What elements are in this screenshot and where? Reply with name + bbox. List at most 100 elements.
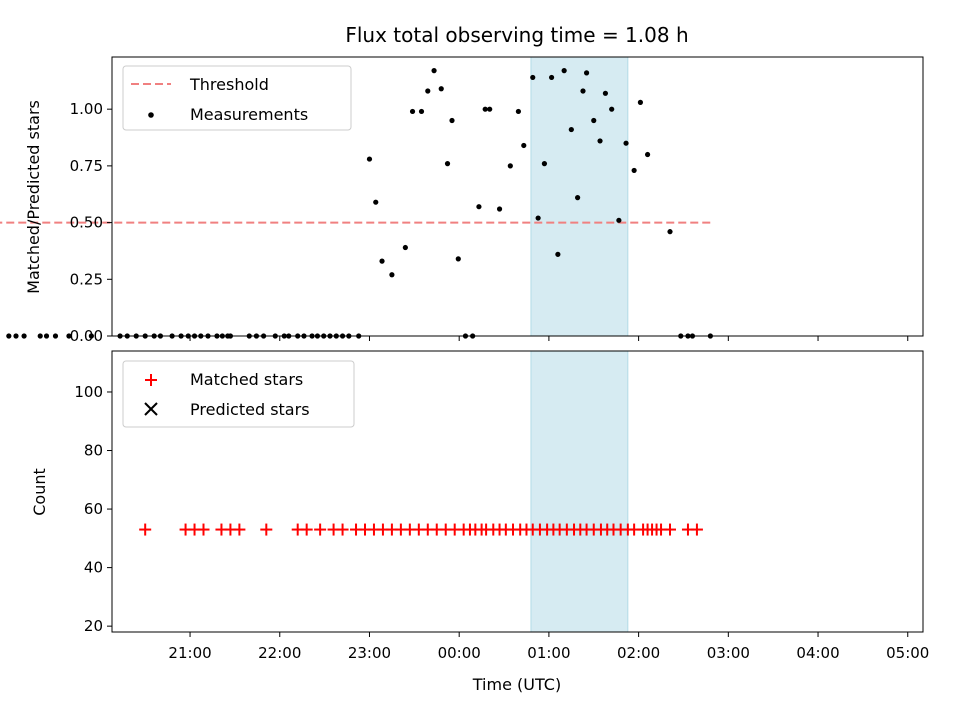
measurement-point — [602, 90, 609, 96]
bottom-ytick-label: 60 — [84, 500, 103, 518]
measurement-point — [616, 217, 622, 223]
top-legend: Threshold Measurements — [122, 65, 352, 131]
measurement-point — [37, 333, 43, 339]
matched-star-point — [314, 523, 327, 536]
measurement-point — [425, 88, 431, 94]
xtick-label: 23:00 — [348, 644, 391, 662]
matched-star-point — [197, 523, 210, 536]
measurement-point — [515, 108, 521, 115]
measurement-point — [561, 68, 567, 74]
measurement-point — [431, 68, 437, 74]
measurement-point — [487, 106, 493, 112]
measurement-point — [402, 244, 408, 251]
measurement-point — [482, 106, 488, 112]
x-axis-label: Time (UTC) — [472, 675, 561, 694]
measurement-point — [88, 333, 94, 339]
measurement-point — [548, 74, 555, 81]
top-ytick-label: 1.00 — [70, 100, 103, 118]
matched-star-point — [664, 523, 677, 536]
top-ytick-label: 0.00 — [70, 327, 103, 345]
measurement-point — [379, 258, 385, 264]
measurement-point — [644, 151, 651, 158]
measurement-point — [43, 333, 50, 339]
measurement-point — [623, 140, 629, 146]
bottom-x-ticks: 21:00 22:00 23:00 00:00 01:00 02:00 03:00 04:00… — [168, 632, 929, 662]
measurement-point — [521, 142, 527, 149]
xtick-label: 02:00 — [617, 644, 660, 662]
bottom-panel-frame — [111, 350, 924, 633]
legend-measurements-swatch — [148, 112, 154, 118]
measurement-point — [580, 88, 586, 94]
measurement-point — [449, 117, 455, 124]
xtick-label: 03:00 — [707, 644, 750, 662]
bottom-panel-marks — [139, 523, 703, 536]
legend-matched-swatch — [145, 374, 157, 386]
matched-star-point — [300, 523, 313, 536]
measurement-point — [575, 195, 581, 201]
legend-predicted-label: Predicted stars — [190, 400, 310, 419]
top-legend-box — [122, 65, 352, 131]
top-ytick-label: 0.50 — [70, 214, 103, 232]
matched-star-point — [260, 523, 273, 536]
bottom-legend-box — [122, 360, 355, 428]
matched-star-point — [139, 523, 152, 536]
measurement-point — [66, 333, 72, 339]
matched-star-point — [690, 523, 703, 536]
measurement-point — [366, 156, 373, 162]
xtick-label: 22:00 — [258, 644, 301, 662]
bottom-ytick-label: 100 — [74, 383, 103, 401]
measurement-point — [21, 333, 27, 339]
measurement-point — [637, 99, 644, 105]
measurement-point — [13, 333, 19, 339]
legend-predicted-swatch — [144, 402, 158, 416]
top-ytick-label: 0.25 — [70, 270, 103, 288]
top-x-ticks — [189, 336, 909, 341]
top-y-axis-label: Matched/Predicted stars — [24, 100, 43, 294]
xtick-label: 00:00 — [438, 644, 481, 662]
measurement-point — [496, 206, 503, 212]
measurement-point — [583, 70, 590, 76]
measurement-point — [667, 229, 673, 235]
measurement-point — [530, 74, 536, 81]
xtick-label: 01:00 — [527, 644, 570, 662]
bottom-y-ticks: 20 40 60 80 100 — [74, 383, 112, 635]
bottom-panel-shaded-region — [530, 350, 629, 633]
bottom-legend: Matched stars Predicted stars — [122, 360, 355, 428]
measurement-point — [438, 86, 444, 92]
measurement-point — [373, 199, 379, 205]
legend-threshold-label: Threshold — [189, 75, 269, 94]
bottom-ytick-label: 80 — [84, 442, 103, 460]
matched-star-point — [233, 523, 246, 536]
measurement-point — [597, 138, 603, 144]
top-panel-frame — [111, 56, 924, 337]
measurement-point — [418, 108, 425, 115]
top-ytick-label: 0.75 — [70, 157, 103, 175]
top-panel-marks — [0, 68, 713, 339]
measurement-point — [507, 163, 513, 169]
legend-matched-label: Matched stars — [190, 370, 303, 389]
measurement-point — [555, 251, 561, 257]
measurement-point — [409, 108, 416, 115]
xtick-label: 21:00 — [168, 644, 211, 662]
xtick-label: 04:00 — [796, 644, 839, 662]
top-y-ticks: 0.00 0.25 0.50 0.75 1.00 — [70, 100, 112, 345]
measurement-point — [591, 117, 597, 124]
matched-star-point — [336, 523, 349, 536]
measurement-point — [52, 333, 59, 339]
measurement-point — [455, 256, 461, 262]
measurement-point — [535, 215, 541, 221]
measurement-point — [444, 161, 451, 167]
measurement-point — [568, 126, 574, 133]
legend-measurements-label: Measurements — [190, 105, 308, 124]
measurement-point — [631, 167, 637, 174]
bottom-y-axis-label: Count — [30, 468, 49, 516]
measurement-point — [6, 333, 12, 339]
bottom-ytick-label: 40 — [84, 559, 103, 577]
measurement-point — [609, 106, 615, 112]
xtick-label: 05:00 — [886, 644, 929, 662]
measurement-point — [541, 161, 548, 167]
chart-title: Flux total observing time = 1.08 h — [345, 23, 688, 47]
measurement-point — [476, 204, 482, 210]
measurement-point — [389, 272, 395, 278]
